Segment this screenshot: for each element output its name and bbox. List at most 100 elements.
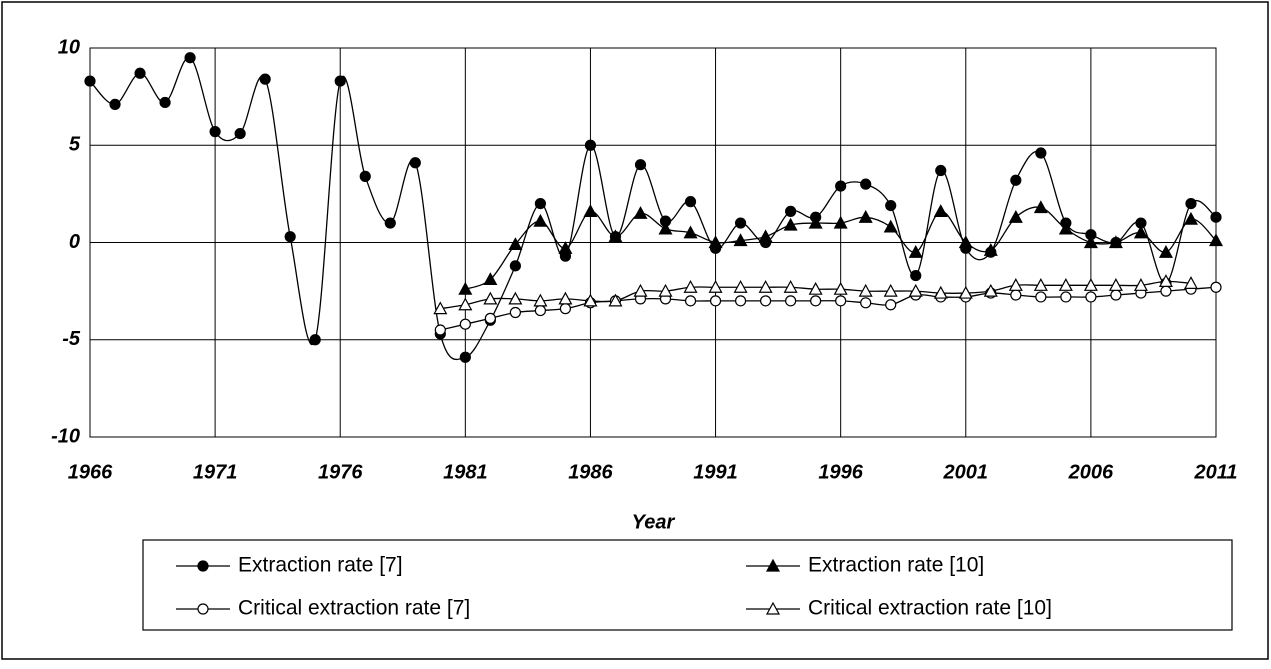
data-point bbox=[783, 217, 798, 231]
data-point bbox=[508, 291, 523, 305]
data-point bbox=[785, 205, 797, 217]
data-point bbox=[458, 297, 473, 311]
data-point bbox=[759, 295, 772, 307]
data-point bbox=[1058, 221, 1073, 235]
data-point bbox=[433, 301, 448, 315]
data-point bbox=[658, 221, 673, 235]
data-point bbox=[1083, 278, 1098, 291]
legend-label: Critical extraction rate [10] bbox=[808, 597, 1052, 620]
data-point bbox=[683, 279, 698, 293]
data-point bbox=[434, 324, 446, 336]
x-tick-label: 2011 bbox=[1193, 461, 1237, 483]
data-point bbox=[334, 75, 346, 87]
data-point bbox=[608, 293, 623, 307]
data-point bbox=[558, 241, 573, 254]
data-point bbox=[1208, 233, 1224, 247]
data-point bbox=[1210, 281, 1222, 293]
data-point bbox=[883, 283, 898, 297]
data-point bbox=[684, 196, 697, 208]
data-point bbox=[1033, 278, 1048, 291]
data-point bbox=[559, 303, 572, 315]
data-point bbox=[808, 215, 823, 229]
x-tick-label: 1991 bbox=[693, 461, 738, 483]
data-point bbox=[733, 279, 748, 293]
data-point bbox=[1110, 289, 1122, 301]
data-point bbox=[958, 235, 973, 249]
legend-label: Critical extraction rate [7] bbox=[238, 597, 470, 620]
data-point bbox=[484, 312, 496, 324]
data-point bbox=[234, 127, 246, 140]
data-point bbox=[584, 139, 597, 151]
data-point bbox=[583, 293, 598, 307]
data-point bbox=[309, 334, 321, 346]
data-point bbox=[658, 283, 673, 297]
data-point bbox=[1033, 200, 1048, 214]
data-point bbox=[835, 180, 847, 192]
legend-label: Extraction rate [7] bbox=[238, 554, 403, 577]
data-point bbox=[483, 291, 498, 305]
data-point bbox=[184, 52, 196, 64]
data-point bbox=[983, 283, 998, 297]
data-point bbox=[459, 318, 471, 330]
data-point bbox=[958, 285, 973, 299]
legend-marker bbox=[197, 603, 209, 615]
data-point bbox=[810, 295, 822, 307]
data-point bbox=[883, 219, 898, 233]
data-point bbox=[808, 281, 823, 295]
data-point bbox=[534, 198, 547, 210]
data-point bbox=[509, 306, 521, 319]
data-point bbox=[860, 297, 872, 309]
data-point bbox=[508, 237, 523, 251]
data-point bbox=[860, 178, 872, 190]
data-point bbox=[1035, 147, 1047, 159]
data-point bbox=[384, 217, 396, 229]
data-point bbox=[833, 281, 848, 295]
x-tick-label: 1986 bbox=[568, 461, 613, 483]
data-point bbox=[983, 243, 998, 256]
data-point bbox=[783, 279, 798, 293]
data-point bbox=[209, 126, 221, 138]
data-point bbox=[935, 164, 947, 177]
data-point bbox=[1058, 278, 1073, 291]
data-point bbox=[1160, 285, 1172, 297]
x-axis-label: Year bbox=[632, 511, 676, 533]
data-point bbox=[758, 229, 773, 243]
data-point bbox=[1210, 211, 1222, 223]
x-tick-label: 2001 bbox=[943, 461, 989, 483]
y-tick-label: -10 bbox=[51, 425, 80, 447]
data-point bbox=[284, 231, 296, 243]
data-point bbox=[633, 206, 648, 219]
data-point bbox=[1008, 209, 1023, 223]
data-point bbox=[159, 96, 171, 109]
data-point bbox=[1133, 225, 1148, 239]
data-point bbox=[910, 269, 922, 282]
data-point bbox=[785, 295, 797, 307]
data-point bbox=[1010, 174, 1022, 186]
data-point bbox=[458, 281, 473, 295]
x-tick-label: 2006 bbox=[1068, 461, 1114, 483]
legend-marker bbox=[765, 558, 781, 572]
data-point bbox=[1083, 235, 1098, 249]
data-point bbox=[908, 244, 923, 258]
data-point bbox=[885, 199, 897, 212]
data-point bbox=[534, 304, 547, 317]
data-point bbox=[1008, 278, 1023, 291]
data-point bbox=[259, 73, 271, 85]
legend-marker bbox=[765, 601, 781, 615]
data-point bbox=[1133, 278, 1148, 291]
data-point bbox=[885, 299, 897, 311]
x-tick-label: 1996 bbox=[818, 461, 863, 483]
legend-marker bbox=[197, 560, 209, 572]
data-point bbox=[933, 204, 948, 217]
data-point bbox=[858, 209, 873, 223]
data-point bbox=[359, 170, 371, 182]
data-point bbox=[509, 260, 521, 272]
data-point bbox=[1035, 291, 1047, 303]
data-point bbox=[1185, 198, 1197, 210]
data-point bbox=[459, 351, 471, 363]
data-point bbox=[533, 293, 548, 307]
data-point bbox=[708, 279, 723, 293]
x-tick-label: 1981 bbox=[443, 461, 488, 483]
